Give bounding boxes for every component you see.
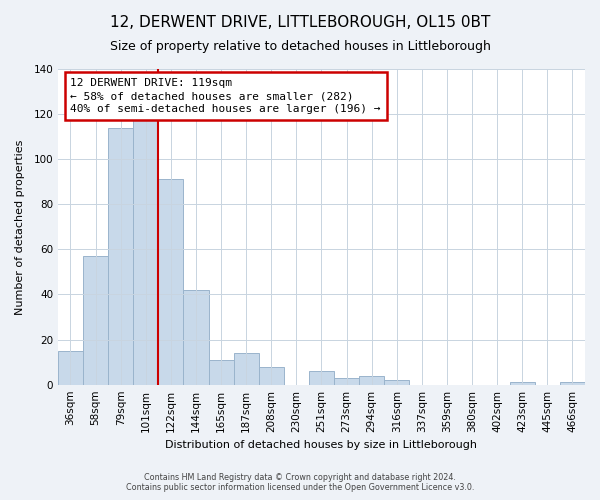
Bar: [184, 290, 209, 384]
Bar: [83, 256, 108, 384]
Text: Contains HM Land Registry data © Crown copyright and database right 2024.
Contai: Contains HM Land Registry data © Crown c…: [126, 473, 474, 492]
Bar: [58, 351, 83, 384]
Text: 12 DERWENT DRIVE: 119sqm
← 58% of detached houses are smaller (282)
40% of semi-: 12 DERWENT DRIVE: 119sqm ← 58% of detach…: [70, 78, 381, 114]
Bar: [133, 118, 158, 384]
Bar: [309, 371, 334, 384]
Bar: [334, 378, 359, 384]
Bar: [233, 353, 259, 384]
Bar: [384, 380, 409, 384]
Y-axis label: Number of detached properties: Number of detached properties: [15, 139, 25, 314]
Bar: [560, 382, 585, 384]
Bar: [209, 360, 233, 384]
Bar: [359, 376, 384, 384]
Text: 12, DERWENT DRIVE, LITTLEBOROUGH, OL15 0BT: 12, DERWENT DRIVE, LITTLEBOROUGH, OL15 0…: [110, 15, 490, 30]
Bar: [510, 382, 535, 384]
Bar: [158, 180, 184, 384]
Text: Size of property relative to detached houses in Littleborough: Size of property relative to detached ho…: [110, 40, 490, 53]
Bar: [108, 128, 133, 384]
Bar: [259, 366, 284, 384]
X-axis label: Distribution of detached houses by size in Littleborough: Distribution of detached houses by size …: [166, 440, 478, 450]
